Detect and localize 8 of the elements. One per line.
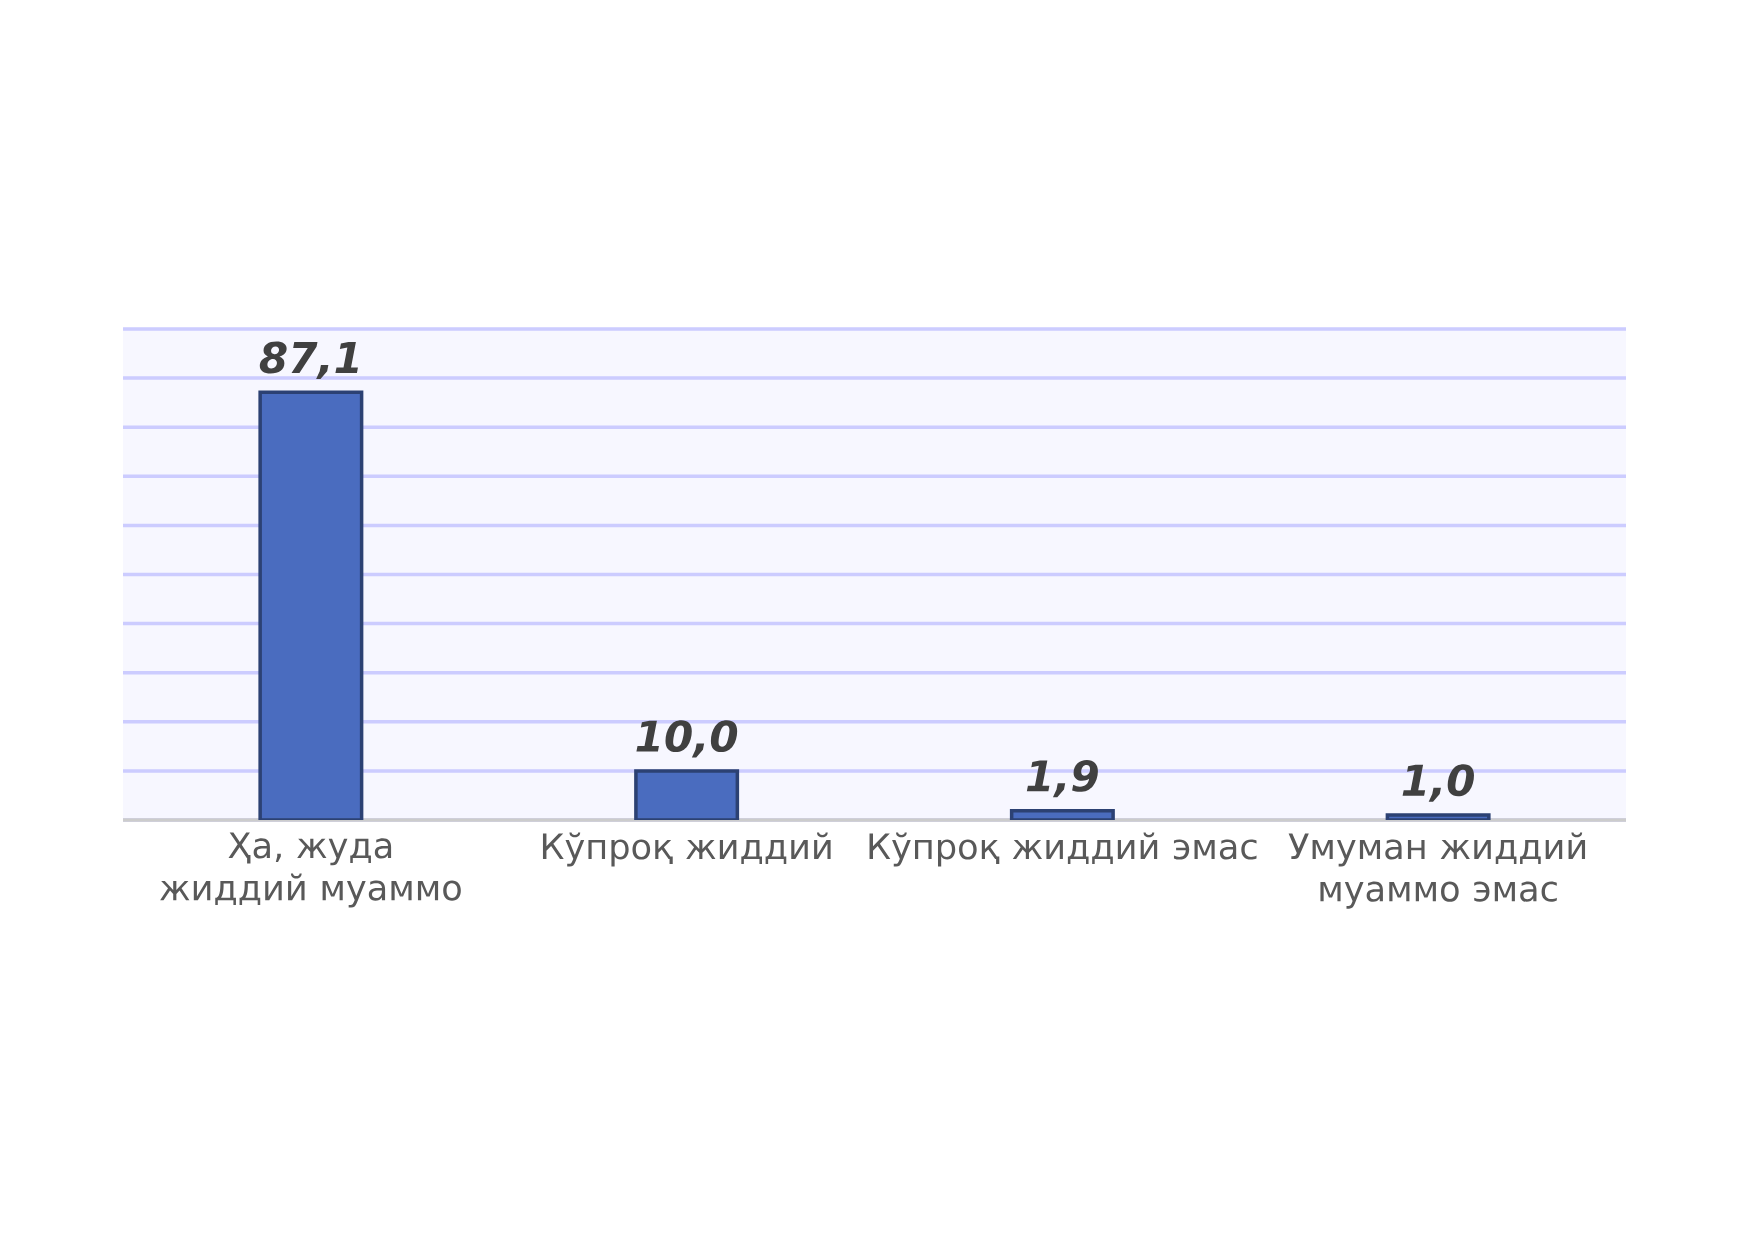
data-label: 1,0 <box>1402 764 1474 802</box>
data-label: 1,9 <box>1026 759 1098 798</box>
data-label: 10,0 <box>636 720 738 758</box>
x-tick-label: Умуман жиддий муаммо эмас <box>1288 832 1586 909</box>
x-tick-label: Ҳа, жуда жиддий муаммо <box>160 832 461 908</box>
x-tick-label: Кўпроқ жиддий эмас <box>869 832 1257 867</box>
x-tick-label: Кўпроқ жиддий <box>542 832 831 867</box>
data-label: 87,1 <box>259 341 358 379</box>
